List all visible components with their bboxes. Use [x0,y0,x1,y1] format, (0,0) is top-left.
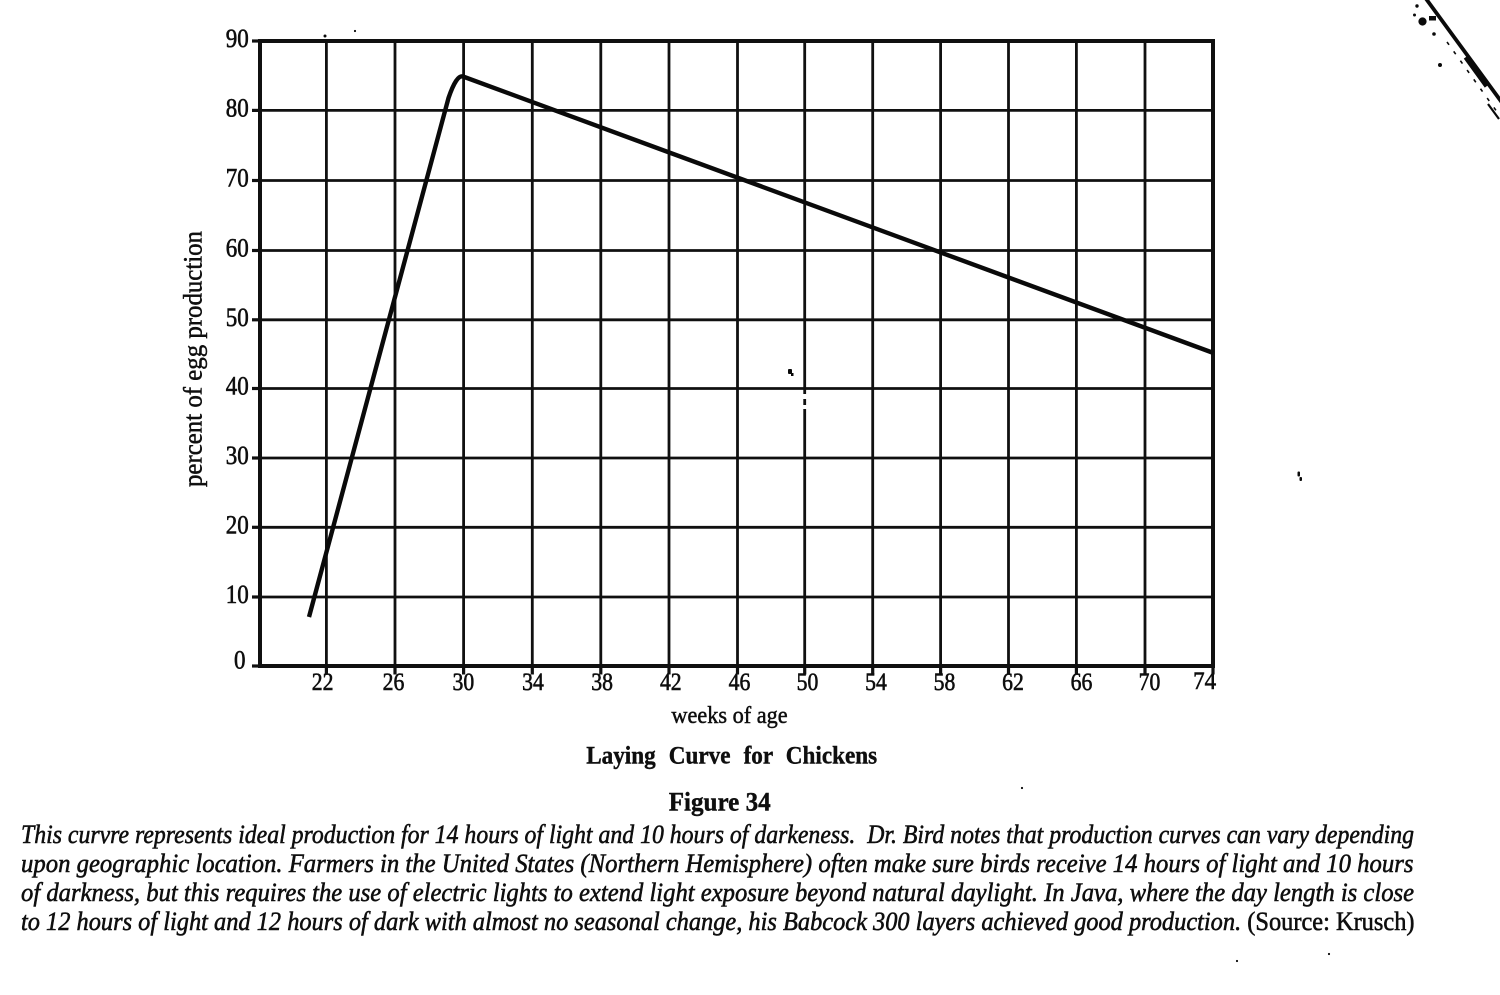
svg-text:90: 90 [226,24,249,53]
svg-text:74: 74 [1193,668,1216,695]
svg-text:70: 70 [1139,669,1161,696]
svg-text:80: 80 [226,94,249,123]
svg-text:54: 54 [865,669,887,696]
svg-text:percent of egg production: percent of egg production [179,231,208,487]
svg-text:38: 38 [591,669,613,696]
svg-text:10: 10 [226,580,249,609]
svg-text:50: 50 [226,303,249,332]
svg-text:20: 20 [226,511,249,540]
svg-text:30: 30 [453,669,475,696]
svg-text:30: 30 [226,441,249,470]
svg-text:40: 40 [226,372,249,401]
svg-text:26: 26 [383,669,405,696]
svg-text:58: 58 [934,669,956,696]
svg-text:46: 46 [729,669,751,696]
svg-text:70: 70 [226,164,249,193]
svg-text:0: 0 [234,646,246,675]
svg-text:42: 42 [660,669,682,696]
svg-text:weeks of age: weeks of age [671,702,787,729]
svg-text:50: 50 [797,669,819,696]
svg-text:Figure 34: Figure 34 [669,788,771,817]
svg-text:22: 22 [312,669,334,696]
svg-text:62: 62 [1002,669,1024,696]
svg-text:66: 66 [1071,669,1093,696]
svg-text:60: 60 [226,234,249,263]
svg-text:34: 34 [522,669,544,696]
svg-text:Laying Curve for Chickens: Laying Curve for Chickens [586,740,877,769]
